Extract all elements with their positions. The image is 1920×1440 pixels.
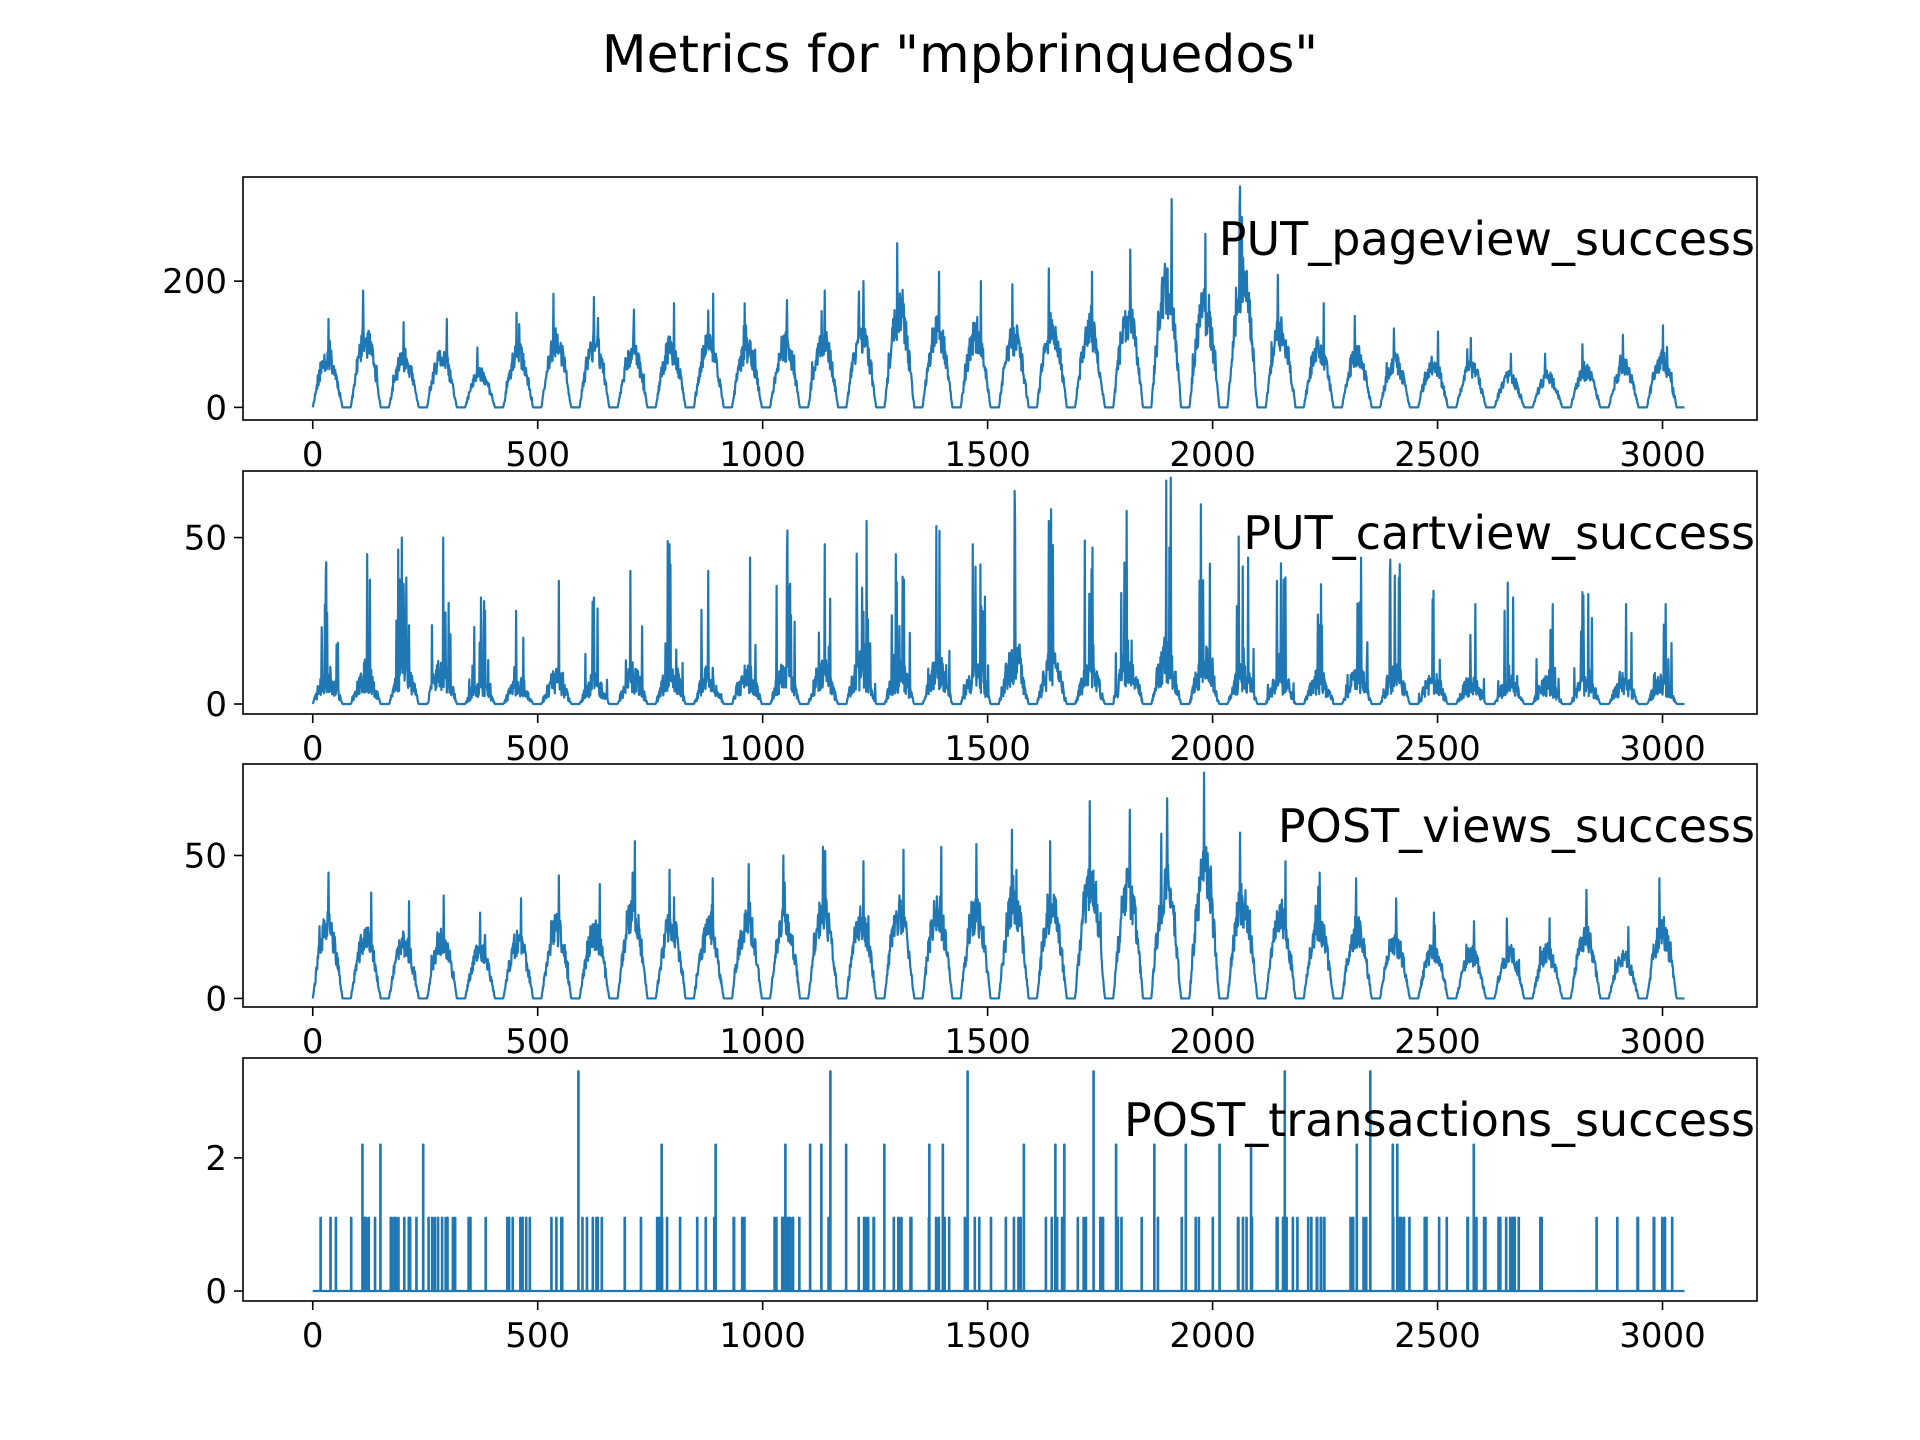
x-tick-label: 1000	[719, 1022, 806, 1062]
axes-frame	[242, 763, 1758, 1008]
panel-post-transactions: 0 500 1000 1500 2000 2500 3000 0 2 POST_transacti…	[205, 1057, 1758, 1356]
y-tick-label: 200	[162, 262, 227, 302]
y-tick-label: 50	[184, 836, 227, 876]
panel-label: POST_views_success	[1278, 799, 1755, 853]
x-tick-label: 500	[505, 1316, 570, 1356]
x-tick-label: 1500	[944, 729, 1031, 769]
x-tick-label: 1000	[719, 1316, 806, 1356]
x-tick-label: 2000	[1169, 1316, 1256, 1356]
x-tick-label: 1000	[719, 729, 806, 769]
x-tick-label: 3000	[1619, 1316, 1706, 1356]
y-tick-label: 0	[205, 1272, 227, 1312]
x-tick-label: 2500	[1394, 435, 1481, 475]
y-tick-label: 2	[205, 1139, 227, 1179]
x-tick-label: 0	[302, 435, 324, 475]
x-tick-label: 3000	[1619, 729, 1706, 769]
axes-frame	[242, 470, 1758, 715]
x-tick-label: 0	[302, 1316, 324, 1356]
panel-label: PUT_cartview_success	[1243, 506, 1755, 560]
series-line-POST_transactions_success	[312, 1070, 1686, 1293]
series-line-PUT_cartview_success	[311, 476, 1686, 706]
x-tick-label: 1500	[944, 1022, 1031, 1062]
x-tick-label: 500	[505, 435, 570, 475]
x-tick-label: 500	[505, 729, 570, 769]
x-tick-label: 3000	[1619, 1022, 1706, 1062]
x-tick-label: 0	[302, 729, 324, 769]
x-tick-label: 2000	[1169, 729, 1256, 769]
axes-frame	[242, 176, 1758, 421]
x-tick-label: 3000	[1619, 435, 1706, 475]
x-tick-label: 2500	[1394, 729, 1481, 769]
x-tick-label: 2500	[1394, 1022, 1481, 1062]
x-tick-label: 2500	[1394, 1316, 1481, 1356]
x-tick-label: 0	[302, 1022, 324, 1062]
y-tick-label: 0	[205, 388, 227, 428]
series-line-POST_views_success	[311, 771, 1686, 1000]
x-tick-label: 2000	[1169, 435, 1256, 475]
series-line-PUT_pageview_success	[311, 185, 1686, 409]
x-tick-label: 1500	[944, 1316, 1031, 1356]
figure-title: Metrics for "mpbrinquedos"	[602, 25, 1318, 85]
panel-put-cartview: 0 500 1000 1500 2000 2500 3000 0 50 PUT_cartview_…	[184, 470, 1758, 769]
panel-put-pageview: 0 500 1000 1500 2000 2500 3000 0 200 PUT_pageview…	[162, 176, 1758, 475]
y-tick-label: 0	[205, 685, 227, 725]
x-tick-label: 500	[505, 1022, 570, 1062]
y-tick-label: 50	[184, 519, 227, 559]
axes-frame	[242, 1057, 1758, 1302]
panel-label: PUT_pageview_success	[1219, 212, 1755, 266]
x-tick-label: 2000	[1169, 1022, 1256, 1062]
x-tick-label: 1500	[944, 435, 1031, 475]
x-tick-label: 1000	[719, 435, 806, 475]
y-tick-label: 0	[205, 979, 227, 1019]
panel-post-views: 0 500 1000 1500 2000 2500 3000 0 50 POST_views_su…	[184, 763, 1758, 1062]
panel-label: POST_transactions_success	[1124, 1093, 1755, 1147]
